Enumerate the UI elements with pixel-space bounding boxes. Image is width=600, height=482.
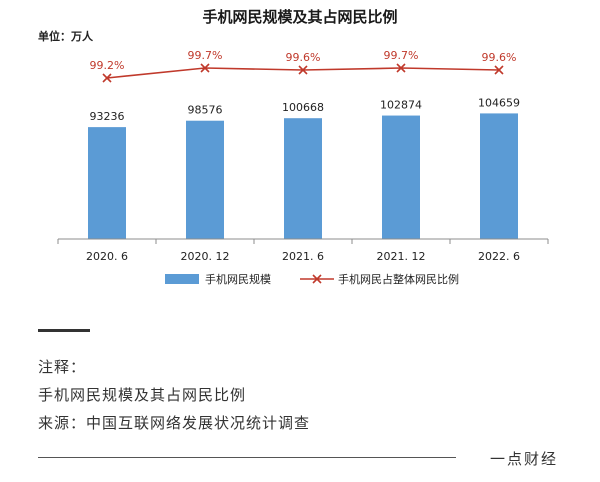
ratio-label-0: 99.2% [90,59,125,72]
bar-1 [186,120,224,239]
legend-bar-label: 手机网民规模 [205,272,271,286]
ratio-marker-0 [102,73,112,83]
bar-0 [88,127,126,239]
x-tick-label-3: 2021. 12 [377,250,426,263]
bar-value-label-4: 104659 [478,96,520,109]
ratio-marker-4 [494,65,504,75]
top-divider [38,329,90,332]
ratio-label-4: 99.6% [482,51,517,64]
bottom-divider [38,457,456,458]
legend-line-marker [312,274,322,284]
bar-value-label-2: 100668 [282,101,324,114]
ratio-marker-3 [396,63,406,73]
x-tick-label-4: 2022. 6 [478,250,520,263]
x-tick-label-1: 2020. 12 [181,250,230,263]
x-tick-label-0: 2020. 6 [86,250,128,263]
ratio-label-3: 99.7% [384,49,419,62]
bar-4 [480,113,518,239]
ratio-label-1: 99.7% [188,49,223,62]
note-text: 手机网民规模及其占网民比例 [38,386,247,404]
source-text: 来源：中国互联网络发展状况统计调查 [38,414,311,432]
unit-label: 单位：万人 [38,30,93,43]
legend-line-label: 手机网民占整体网民比例 [338,272,459,286]
note-heading: 注释： [38,358,87,376]
ratio-marker-1 [200,63,210,73]
x-tick-label-2: 2021. 6 [282,250,324,263]
bar-value-label-1: 98576 [188,104,223,117]
chart-title: 手机网民规模及其占网民比例 [202,8,398,26]
bar-3 [382,115,420,239]
bar-value-label-0: 93236 [90,110,125,123]
chart-canvas: 93236 98576 100668 102874 104659 99.2% 99.7% 99… [57,49,549,286]
bar-2 [284,118,322,239]
bar-value-label-3: 102874 [380,99,422,112]
ratio-marker-2 [298,65,308,75]
ratio-label-2: 99.6% [286,51,321,64]
legend-bar-swatch [165,274,199,284]
brand-label: 一点财经 [489,450,558,468]
